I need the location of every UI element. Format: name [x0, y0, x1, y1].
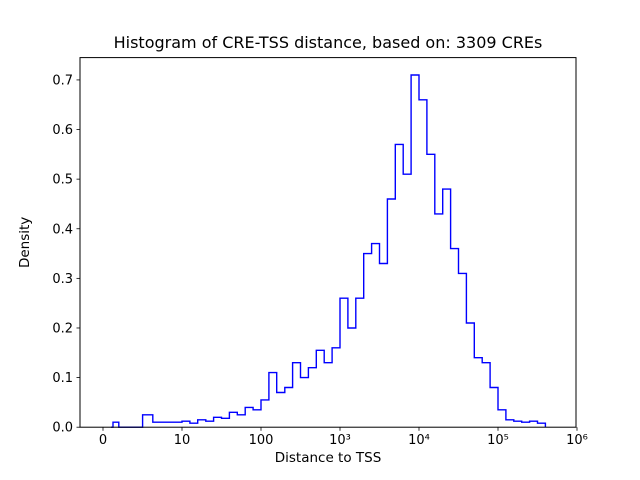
- y-tick-label: 0.6: [52, 123, 73, 138]
- x-tick-label: 0: [99, 433, 107, 448]
- y-tick-label: 0.2: [52, 321, 73, 336]
- y-tick-label: 0.3: [52, 272, 73, 287]
- y-tick-label: 0.0: [52, 421, 73, 436]
- chart-title: Histogram of CRE-TSS distance, based on:…: [114, 33, 543, 52]
- y-tick-label: 0.1: [52, 371, 73, 386]
- x-tick-label: 10⁶: [566, 433, 588, 448]
- plot-border: [79, 57, 577, 428]
- x-axis-label: Distance to TSS: [275, 450, 382, 466]
- x-tick-label: 10: [174, 433, 191, 448]
- plot-area: [80, 57, 576, 428]
- y-tick-label: 0.7: [52, 73, 73, 88]
- x-axis-ticks: 0 10 100 10³ 10⁴ 10⁵ 10⁶: [99, 427, 588, 448]
- y-axis-ticks: 0.0 0.1 0.2 0.3 0.4 0.5 0.6 0.7: [52, 73, 80, 436]
- y-tick-label: 0.4: [52, 222, 73, 237]
- histogram-outline: [110, 74, 547, 428]
- x-tick-label: 100: [249, 433, 274, 448]
- y-axis-label: Density: [17, 217, 33, 268]
- x-tick-label: 10³: [329, 433, 351, 448]
- x-tick-label: 10⁵: [487, 433, 509, 448]
- x-tick-label: 10⁴: [408, 433, 430, 448]
- y-tick-label: 0.5: [52, 173, 73, 188]
